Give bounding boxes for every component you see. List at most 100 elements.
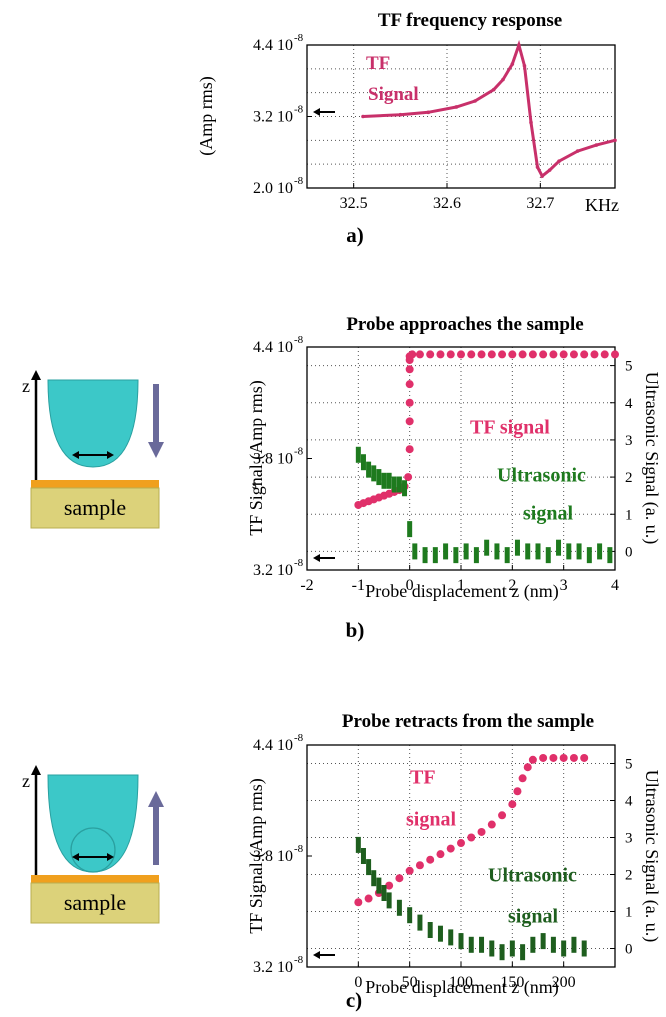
data-point: [522, 64, 527, 68]
data-point: [443, 543, 449, 560]
data-point: [405, 365, 414, 374]
y-tick-exponent: -8: [294, 954, 304, 966]
panel-label: a): [346, 223, 364, 247]
motion-arrow-shaft: [153, 805, 159, 865]
y-tick-exponent: -8: [294, 557, 304, 569]
y2-tick-label: 4: [625, 794, 633, 810]
y-tick-exponent: -8: [294, 32, 304, 44]
data-point: [386, 892, 392, 909]
data-point: [386, 472, 392, 489]
data-point: [530, 936, 536, 953]
series-tf-signal: TF Signal: [361, 39, 617, 179]
data-point: [484, 539, 490, 556]
data-point: [463, 543, 469, 560]
data-point: [491, 87, 496, 92]
data-point: [611, 350, 619, 359]
data-point: [405, 380, 414, 389]
x-tick-label: 50: [402, 974, 418, 991]
data-point: [535, 543, 541, 560]
data-point: [457, 839, 465, 848]
probe-diagram-0: z sample: [22, 370, 164, 529]
y-tick-label: 3.2 10: [253, 562, 293, 579]
data-point: [385, 881, 394, 890]
gridlines: [307, 45, 615, 188]
x-tick-label: 1: [457, 577, 465, 594]
z-axis-arrowhead: [31, 765, 41, 775]
z-axis-arrowhead: [31, 370, 41, 380]
y-axis-label: (Amp rms): [196, 76, 217, 156]
data-point: [407, 907, 413, 924]
data-point: [613, 138, 617, 143]
series-label: TF: [410, 767, 436, 789]
data-point: [398, 112, 403, 117]
x-tick-label: 2: [508, 577, 516, 594]
y2-tick-label: 1: [625, 507, 633, 523]
x-tick-label: 200: [552, 974, 576, 991]
data-point: [422, 547, 428, 564]
sample-block: [30, 882, 160, 924]
data-point: [405, 445, 414, 454]
data-point: [426, 855, 435, 864]
series-label: signal: [523, 503, 573, 525]
series-label: Ultrasonic: [488, 865, 577, 887]
plot-frame: [306, 44, 616, 189]
data-point: [468, 936, 474, 953]
data-point: [575, 149, 580, 153]
data-point: [600, 350, 609, 359]
data-point: [559, 753, 568, 762]
data-point: [581, 940, 587, 957]
y2-tick-label: 4: [625, 396, 633, 412]
data-point: [360, 454, 366, 471]
data-point: [489, 940, 495, 957]
data-point: [499, 944, 505, 961]
data-point: [396, 899, 402, 916]
x-axis-label: Probe displacement z (nm): [365, 581, 558, 602]
x-tick-label: 32.5: [340, 195, 368, 212]
data-point: [473, 547, 479, 564]
x-tick-label: 4: [611, 577, 619, 594]
plot-frame: [306, 346, 616, 571]
data-point: [467, 833, 476, 842]
y2-tick-label: 0: [625, 942, 633, 958]
data-point: [436, 850, 445, 859]
y2-axis-label: Ultrasonic Signal (a. u.): [641, 770, 662, 942]
motion-arrow-head: [148, 791, 164, 807]
data-point: [559, 350, 568, 359]
sample-block: [30, 487, 160, 529]
y-tick-exponent: -8: [294, 446, 304, 458]
data-point: [457, 350, 465, 359]
data-point: [432, 547, 438, 564]
data-point: [371, 870, 377, 887]
data-point: [361, 114, 365, 119]
data-point: [509, 940, 515, 957]
x-tick-label: 0: [354, 974, 362, 991]
x-tick-label: -2: [300, 577, 313, 594]
data-point: [594, 143, 599, 147]
data-point: [446, 844, 455, 853]
data-point: [569, 753, 578, 762]
data-point: [597, 543, 603, 560]
x-tick-label: -1: [352, 577, 365, 594]
data-point: [498, 811, 507, 820]
lateral-arrowhead-right: [107, 451, 114, 459]
z-axis-label: z: [22, 771, 30, 791]
data-point: [396, 476, 402, 493]
data-point: [549, 350, 558, 359]
data-point: [535, 165, 540, 169]
return-arrow-head: [313, 108, 320, 116]
series-label: Signal: [368, 84, 419, 105]
sample-surface-layer: [31, 480, 159, 488]
chart-title: Probe approaches the sample: [346, 314, 583, 335]
data-point: [487, 820, 496, 829]
data-point: [454, 105, 459, 109]
y-axis-label: TF Signal (Amp rms): [246, 380, 267, 536]
x-tick-label: 100: [449, 974, 473, 991]
data-point: [407, 521, 413, 538]
y2-tick-label: 5: [625, 757, 633, 773]
data-point: [586, 547, 592, 564]
data-point: [528, 755, 537, 764]
series-label: TF signal: [470, 417, 550, 439]
chart-title: TF frequency response: [378, 10, 562, 31]
series-ultrasonic-signal: Ultrasonic signal: [355, 446, 613, 564]
